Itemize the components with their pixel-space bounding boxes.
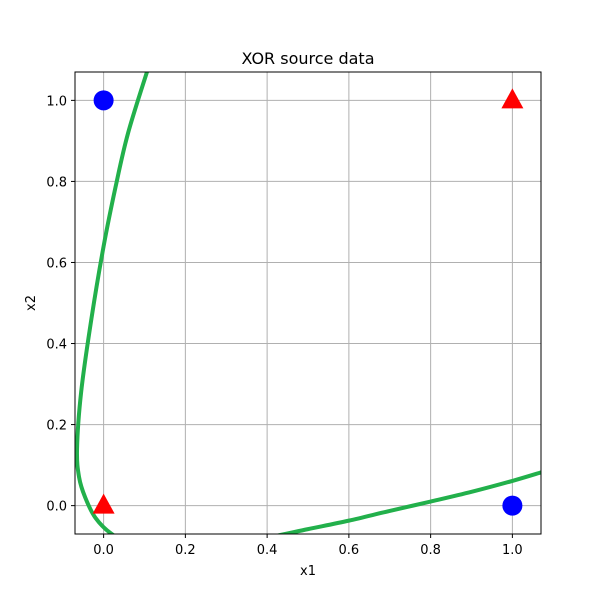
point-triangle: [92, 493, 115, 514]
decision-boundary-group: [75, 72, 541, 534]
x-tick-label: 0.8: [420, 543, 441, 558]
plot-frame: [74, 71, 542, 535]
decision-boundary-line: [75, 72, 541, 534]
point-circle: [93, 90, 114, 111]
point-triangle: [501, 88, 524, 109]
data-points: [92, 88, 524, 516]
y-tick-label: 0.0: [46, 500, 67, 515]
x-tick-label: 0.4: [257, 543, 278, 558]
x-tick-label: 0.6: [339, 543, 360, 558]
y-tick-label: 0.4: [46, 338, 67, 353]
x-tick-label: 0.0: [93, 543, 114, 558]
x-axis-label: x1: [300, 564, 316, 579]
x-tick-label: 0.2: [175, 543, 196, 558]
y-tick-label: 1.0: [46, 94, 67, 109]
y-tick-label: 0.2: [46, 419, 67, 434]
grid: [75, 72, 541, 534]
chart-title: XOR source data: [242, 49, 375, 68]
point-circle: [502, 495, 523, 516]
y-ticks: 0.0 0.2 0.4 0.6 0.8 1.0: [46, 94, 75, 515]
y-tick-label: 0.6: [46, 256, 67, 271]
y-tick-label: 0.8: [46, 175, 67, 190]
x-tick-label: 1.0: [502, 543, 523, 558]
x-ticks: 0.0 0.2 0.4 0.6 0.8 1.0: [93, 534, 523, 558]
y-axis-label: x2: [24, 295, 39, 311]
